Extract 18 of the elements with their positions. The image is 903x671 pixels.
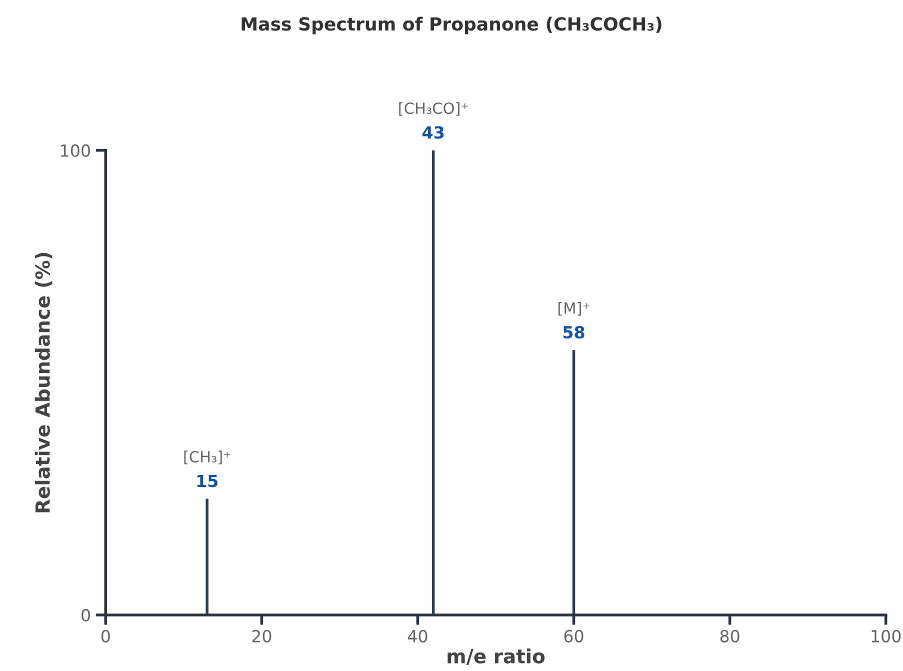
annotation: 43: [422, 126, 444, 139]
x-tick-label: 60: [564, 630, 584, 642]
bar: [572, 350, 576, 615]
annotation: 58: [563, 326, 584, 339]
x-tick-label: 20: [252, 630, 272, 642]
x-tick-label: 80: [720, 630, 740, 642]
annotation: [M]⁺: [558, 302, 590, 316]
annotation: [CH₃]⁺: [184, 450, 230, 464]
x-tick-label: 40: [408, 630, 428, 642]
y-axis-title: Relative Abundance (%): [34, 252, 52, 512]
annotation: 15: [197, 474, 218, 488]
annotation: [CH₃CO]⁺: [399, 102, 468, 116]
bar: [432, 150, 435, 615]
x-axis-title: m/e ratio: [448, 648, 545, 666]
chart-title: Mass Spectrum of Propanone (CH₃COCH₃): [242, 16, 662, 34]
bar: [206, 498, 208, 615]
x-tick-label: 0: [101, 630, 110, 642]
x-tick-label: 100: [872, 630, 901, 642]
